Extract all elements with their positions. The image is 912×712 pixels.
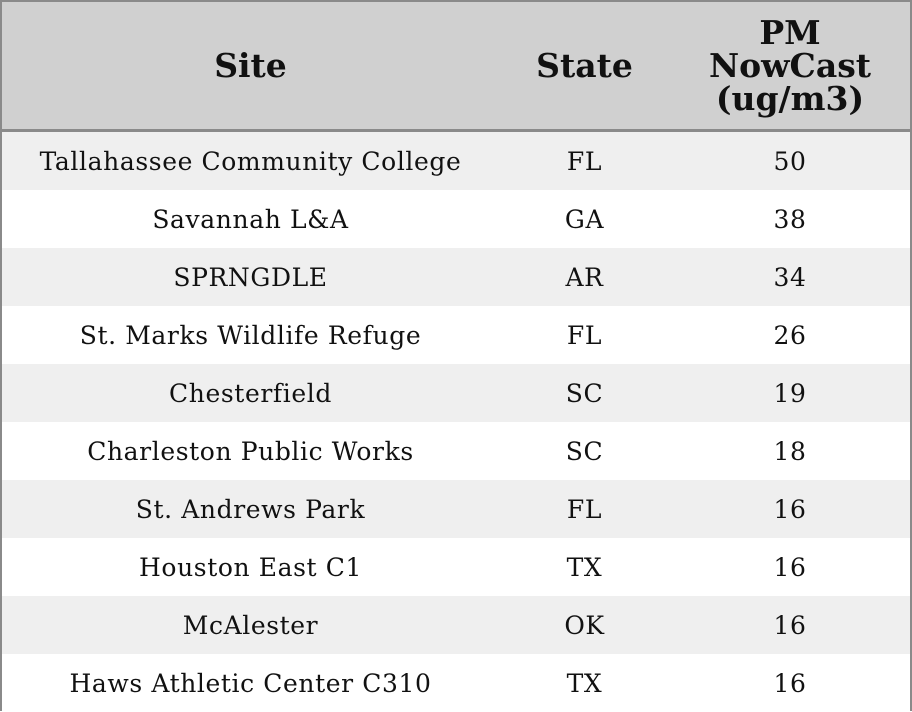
table-header: Site State PM NowCast (ug/m3) — [2, 2, 910, 131]
cell-pm-value: 16 — [670, 538, 910, 596]
cell-pm-value: 34 — [670, 248, 910, 306]
cell-site: St. Andrews Park — [2, 480, 499, 538]
cell-site: McAlester — [2, 596, 499, 654]
cell-state: TX — [499, 654, 670, 712]
cell-state: TX — [499, 538, 670, 596]
cell-pm-value: 19 — [670, 364, 910, 422]
table-row: Chesterfield SC 19 — [2, 364, 910, 422]
cell-pm-value: 50 — [670, 131, 910, 191]
cell-site: St. Marks Wildlife Refuge — [2, 306, 499, 364]
cell-state: AR — [499, 248, 670, 306]
cell-state: FL — [499, 306, 670, 364]
table-row: McAlester OK 16 — [2, 596, 910, 654]
table-row: Tallahassee Community College FL 50 — [2, 131, 910, 191]
column-header-site: Site — [2, 2, 499, 131]
cell-state: SC — [499, 422, 670, 480]
cell-pm-value: 16 — [670, 596, 910, 654]
cell-site: Savannah L&A — [2, 190, 499, 248]
cell-state: FL — [499, 480, 670, 538]
table-row: St. Andrews Park FL 16 — [2, 480, 910, 538]
cell-site: Haws Athletic Center C310 — [2, 654, 499, 712]
table-row: SPRNGDLE AR 34 — [2, 248, 910, 306]
cell-pm-value: 16 — [670, 654, 910, 712]
cell-pm-value: 38 — [670, 190, 910, 248]
cell-state: OK — [499, 596, 670, 654]
cell-pm-value: 16 — [670, 480, 910, 538]
column-header-pm-nowcast: PM NowCast (ug/m3) — [670, 2, 910, 131]
cell-state: FL — [499, 131, 670, 191]
table-row: Charleston Public Works SC 18 — [2, 422, 910, 480]
table-row: Haws Athletic Center C310 TX 16 — [2, 654, 910, 712]
table-row: Savannah L&A GA 38 — [2, 190, 910, 248]
table-body: Tallahassee Community College FL 50 Sava… — [2, 131, 910, 712]
cell-site: SPRNGDLE — [2, 248, 499, 306]
column-header-state: State — [499, 2, 670, 131]
cell-site: Chesterfield — [2, 364, 499, 422]
cell-site: Tallahassee Community College — [2, 131, 499, 191]
cell-site: Charleston Public Works — [2, 422, 499, 480]
header-row: Site State PM NowCast (ug/m3) — [2, 2, 910, 131]
cell-pm-value: 26 — [670, 306, 910, 364]
cell-site: Houston East C1 — [2, 538, 499, 596]
cell-pm-value: 18 — [670, 422, 910, 480]
table-row: St. Marks Wildlife Refuge FL 26 — [2, 306, 910, 364]
cell-state: GA — [499, 190, 670, 248]
cell-state: SC — [499, 364, 670, 422]
table-row: Houston East C1 TX 16 — [2, 538, 910, 596]
